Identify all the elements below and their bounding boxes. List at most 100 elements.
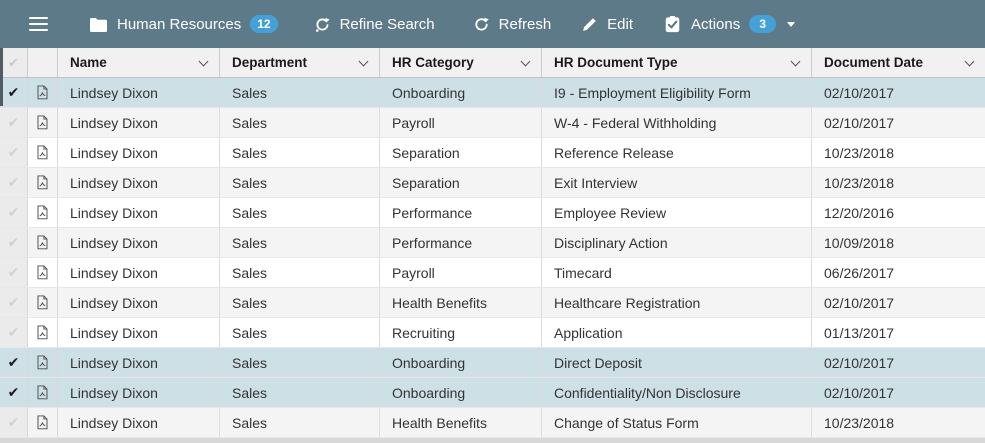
row-select-checkbox[interactable]: ✔ <box>0 138 28 167</box>
pdf-file-cell[interactable] <box>28 138 58 167</box>
cell-department: Sales <box>220 348 380 377</box>
table-row[interactable]: ✔ Lindsey Dixon Sales Payroll Timecard 0… <box>0 258 985 288</box>
table-row[interactable]: ✔ Lindsey Dixon Sales Recruiting Applica… <box>0 318 985 348</box>
cell-hr-category: Health Benefits <box>380 408 542 437</box>
cell-hr-category: Performance <box>380 198 542 227</box>
column-header-name[interactable]: Name <box>58 48 220 77</box>
pdf-file-cell[interactable] <box>28 108 58 137</box>
row-select-checkbox[interactable]: ✔ <box>0 348 28 377</box>
edit-button[interactable]: Edit <box>581 16 633 33</box>
pdf-file-icon <box>37 415 48 430</box>
actions-count-badge: 3 <box>749 15 777 33</box>
pdf-file-icon <box>37 205 48 220</box>
cell-hr-category: Onboarding <box>380 378 542 407</box>
cell-hr-document-type: W-4 - Federal Withholding <box>542 108 812 137</box>
menu-button[interactable] <box>29 16 48 32</box>
cell-hr-category: Payroll <box>380 108 542 137</box>
cell-department: Sales <box>220 288 380 317</box>
row-select-checkbox[interactable]: ✔ <box>0 378 28 407</box>
cell-hr-document-type: Healthcare Registration <box>542 288 812 317</box>
refine-search-button[interactable]: Refine Search <box>314 16 435 33</box>
vertical-scrollbar-thumb[interactable] <box>0 48 3 106</box>
pdf-file-cell[interactable] <box>28 78 58 107</box>
checkmark-icon: ✔ <box>7 84 20 100</box>
cell-hr-document-type: Exit Interview <box>542 168 812 197</box>
row-select-checkbox[interactable]: ✔ <box>0 318 28 347</box>
folder-count-badge: 12 <box>250 15 278 33</box>
cell-document-date: 10/23/2018 <box>824 144 895 161</box>
cell-name: Lindsey Dixon <box>58 108 220 137</box>
pdf-file-cell[interactable] <box>28 228 58 257</box>
cell-document-date: 10/23/2018 <box>824 414 895 431</box>
horizontal-scrollbar-track[interactable] <box>0 438 985 443</box>
checkmark-icon: ✔ <box>7 114 20 130</box>
pencil-icon <box>583 17 596 31</box>
current-folder-button[interactable]: Human Resources 12 <box>89 15 278 33</box>
row-select-checkbox[interactable]: ✔ <box>0 258 28 287</box>
column-header-doc-icon <box>28 48 58 77</box>
pdf-file-cell[interactable] <box>28 198 58 227</box>
pdf-file-cell[interactable] <box>28 378 58 407</box>
pdf-file-icon <box>37 85 48 100</box>
pdf-file-cell[interactable] <box>28 408 58 437</box>
cell-name: Lindsey Dixon <box>58 318 220 347</box>
table-row[interactable]: ✔ Lindsey Dixon Sales Onboarding I9 - Em… <box>0 78 985 108</box>
table-row[interactable]: ✔ Lindsey Dixon Sales Health Benefits Ch… <box>0 408 985 438</box>
cell-department: Sales <box>220 198 380 227</box>
pdf-file-cell[interactable] <box>28 318 58 347</box>
row-select-checkbox[interactable]: ✔ <box>0 228 28 257</box>
clipboard-check-icon <box>665 15 680 32</box>
pdf-file-cell[interactable] <box>28 168 58 197</box>
cell-department: Sales <box>220 78 380 107</box>
refresh-button[interactable]: Refresh <box>473 16 551 33</box>
column-header-hr-category[interactable]: HR Category <box>380 48 542 77</box>
cell-name: Lindsey Dixon <box>58 138 220 167</box>
table-row[interactable]: ✔ Lindsey Dixon Sales Separation Referen… <box>0 138 985 168</box>
table-row[interactable]: ✔ Lindsey Dixon Sales Onboarding Direct … <box>0 348 985 378</box>
table-row[interactable]: ✔ Lindsey Dixon Sales Onboarding Confide… <box>0 378 985 408</box>
toolbar: Human Resources 12 Refine Search Refresh… <box>0 0 985 48</box>
chevron-down-icon[interactable] <box>790 56 801 67</box>
chevron-down-icon[interactable] <box>198 56 209 67</box>
select-all-checkbox[interactable]: ✔ <box>0 48 28 77</box>
column-header-document-date[interactable]: Document Date <box>812 48 985 77</box>
cell-document-date: 02/10/2017 <box>824 354 895 371</box>
chevron-down-icon[interactable] <box>358 56 369 67</box>
cell-document-date: 02/10/2017 <box>824 114 895 131</box>
cell-hr-document-type: I9 - Employment Eligibility Form <box>542 78 812 107</box>
chevron-down-icon[interactable] <box>520 56 531 67</box>
cell-hr-category: Onboarding <box>380 348 542 377</box>
refine-redo-icon <box>315 17 330 32</box>
row-select-checkbox[interactable]: ✔ <box>0 198 28 227</box>
table-row[interactable]: ✔ Lindsey Dixon Sales Payroll W-4 - Fede… <box>0 108 985 138</box>
cell-department: Sales <box>220 258 380 287</box>
checkmark-icon: ✔ <box>7 204 20 220</box>
column-header-department[interactable]: Department <box>220 48 380 77</box>
table-row[interactable]: ✔ Lindsey Dixon Sales Performance Employ… <box>0 198 985 228</box>
row-select-checkbox[interactable]: ✔ <box>0 408 28 437</box>
row-select-checkbox[interactable]: ✔ <box>0 108 28 137</box>
pdf-file-cell[interactable] <box>28 348 58 377</box>
table-row[interactable]: ✔ Lindsey Dixon Sales Health Benefits He… <box>0 288 985 318</box>
chevron-down-icon[interactable] <box>964 56 975 67</box>
cell-hr-document-type: Direct Deposit <box>542 348 812 377</box>
pdf-file-cell[interactable] <box>28 288 58 317</box>
column-header-hr-document-type[interactable]: HR Document Type <box>542 48 812 77</box>
pdf-file-cell[interactable] <box>28 258 58 287</box>
table-row[interactable]: ✔ Lindsey Dixon Sales Separation Exit In… <box>0 168 985 198</box>
row-select-checkbox[interactable]: ✔ <box>0 288 28 317</box>
row-select-checkbox[interactable]: ✔ <box>0 78 28 107</box>
table-row[interactable]: ✔ Lindsey Dixon Sales Performance Discip… <box>0 228 985 258</box>
checkmark-icon: ✔ <box>7 414 20 430</box>
cell-hr-category: Payroll <box>380 258 542 287</box>
cell-department: Sales <box>220 318 380 347</box>
checkmark-icon: ✔ <box>7 144 20 160</box>
refine-search-label: Refine Search <box>339 15 435 33</box>
row-select-checkbox[interactable]: ✔ <box>0 168 28 197</box>
cell-name: Lindsey Dixon <box>58 408 220 437</box>
actions-button[interactable]: Actions 3 <box>663 15 796 34</box>
caret-down-icon <box>787 21 796 27</box>
cell-department: Sales <box>220 168 380 197</box>
cell-document-date: 06/26/2017 <box>824 264 895 281</box>
